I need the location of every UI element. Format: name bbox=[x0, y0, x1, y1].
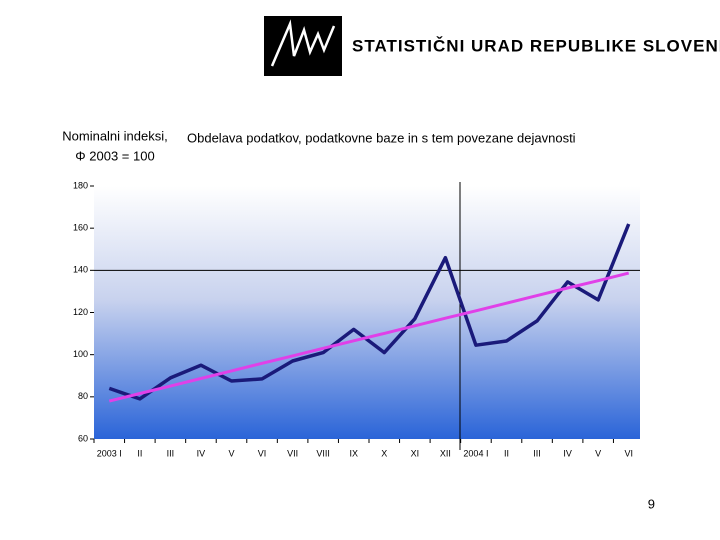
logo bbox=[264, 16, 342, 76]
x-tick-label: XI bbox=[411, 448, 420, 458]
series-line bbox=[108, 223, 631, 401]
x-tick-label: 2004 I bbox=[463, 448, 488, 458]
x-tick-label: II bbox=[137, 448, 142, 458]
chart-title: Obdelava podatkov, podatkovne baze in s … bbox=[187, 130, 576, 145]
x-tick-label: XII bbox=[440, 448, 451, 458]
x-tick-label: IX bbox=[349, 448, 358, 458]
organization: STATISTIČNI URAD REPUBLIKE SLOVENIJE bbox=[352, 36, 720, 55]
series-line bbox=[108, 271, 630, 403]
y-axis-label: Φ 2003 = 100 bbox=[75, 148, 154, 163]
x-tick-label: VI bbox=[624, 448, 633, 458]
x-tick-label: II bbox=[504, 448, 509, 458]
page-number: 9 bbox=[648, 496, 655, 511]
x-tick-label: VIII bbox=[316, 448, 330, 458]
y-tick-label: 120 bbox=[73, 307, 88, 317]
y-axis-label: Nominalni indeksi, bbox=[62, 128, 168, 143]
x-tick-label: IV bbox=[197, 448, 206, 458]
plot-area bbox=[94, 186, 640, 439]
x-tick-label: V bbox=[228, 448, 234, 458]
x-tick-label: III bbox=[533, 448, 541, 458]
y-tick-label: 80 bbox=[78, 391, 88, 401]
x-tick-label: IV bbox=[563, 448, 572, 458]
x-tick-label: III bbox=[167, 448, 175, 458]
x-tick-label: X bbox=[381, 448, 387, 458]
x-tick-label: 2003 I bbox=[97, 448, 122, 458]
y-tick-label: 60 bbox=[78, 433, 88, 443]
x-tick-label: VII bbox=[287, 448, 298, 458]
y-tick-label: 160 bbox=[73, 223, 88, 233]
y-tick-label: 180 bbox=[73, 180, 88, 190]
x-tick-label: VI bbox=[258, 448, 267, 458]
x-tick-label: V bbox=[595, 448, 601, 458]
y-tick-label: 140 bbox=[73, 265, 88, 275]
y-tick-label: 100 bbox=[73, 349, 88, 359]
